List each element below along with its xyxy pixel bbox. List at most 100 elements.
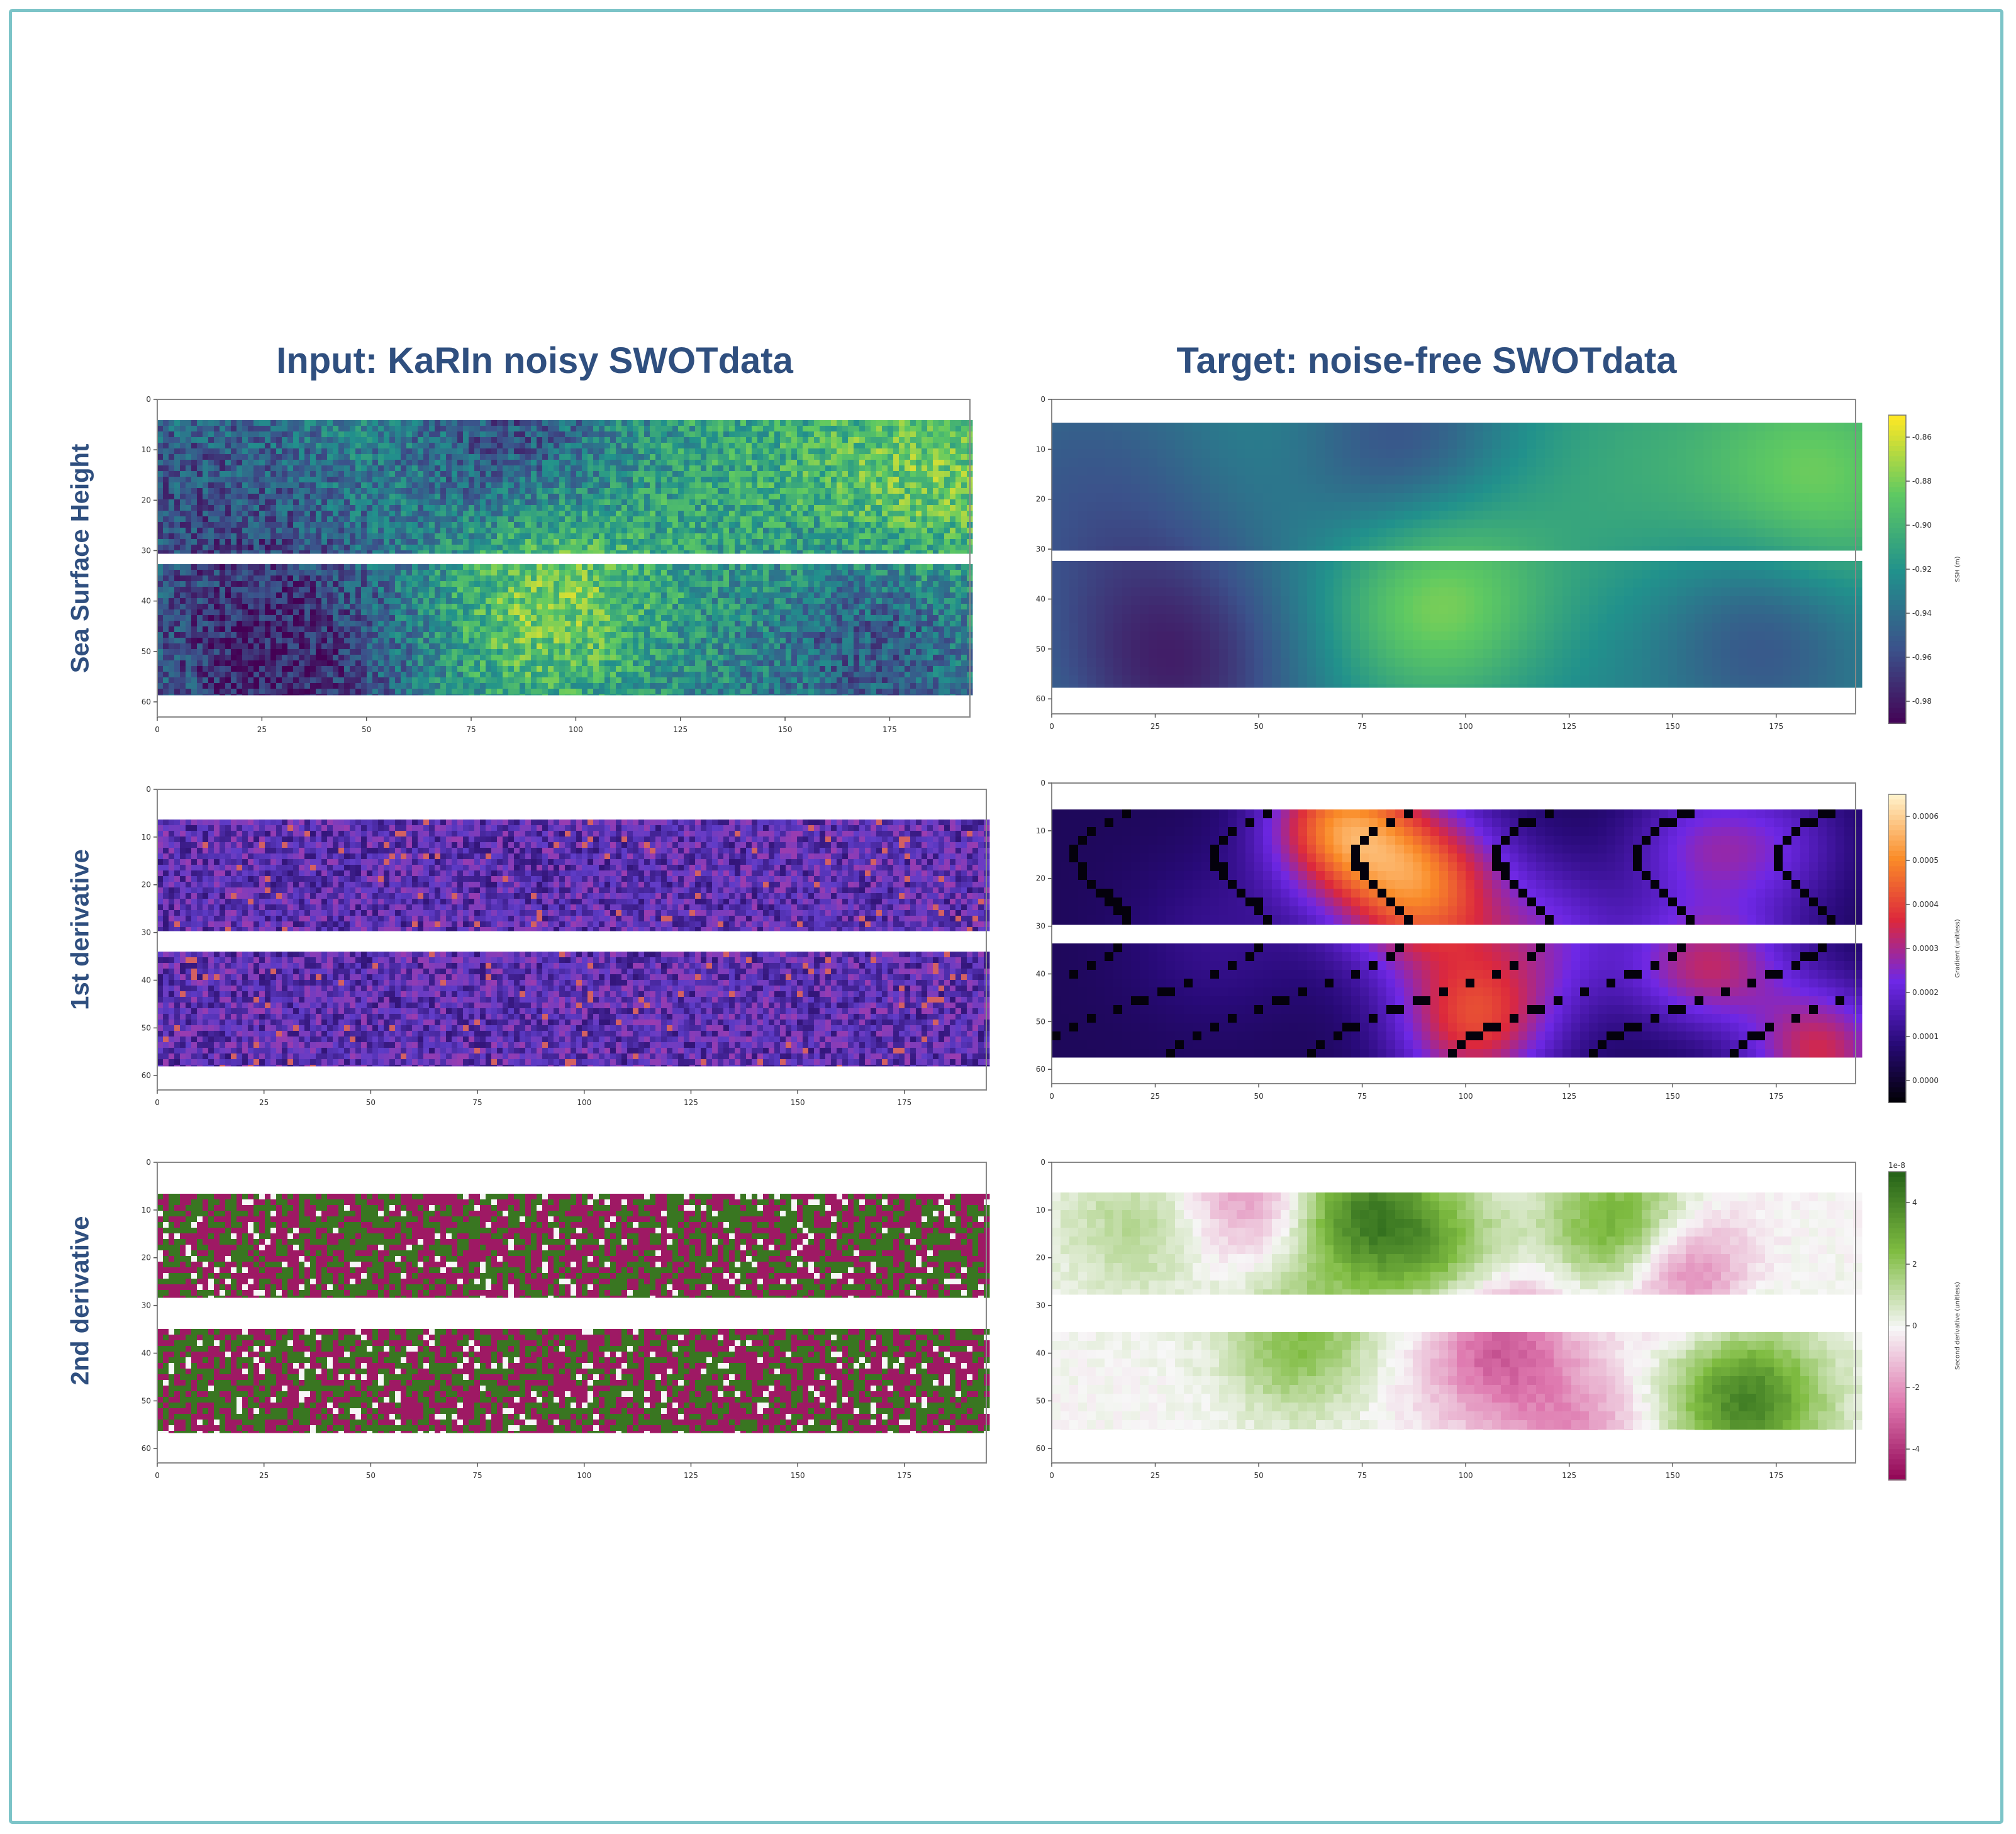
y-tick-label: 20 — [1036, 495, 1045, 504]
y-tick-label: 20 — [142, 881, 151, 889]
y-tick-label: 10 — [1036, 826, 1045, 835]
colorbar-tick-label: 0.0002 — [1912, 988, 1939, 997]
x-tick-label: 125 — [684, 1471, 698, 1480]
panel-d1-input: 0 25 50 75 100 125 150 175 0 10 20 30 40 50 60 — [142, 785, 990, 1107]
colorbar-tick-label: -0.88 — [1912, 477, 1932, 486]
y-tick-label: 10 — [142, 445, 151, 454]
x-tick-label: 0 — [1049, 1092, 1054, 1101]
x-tick-label: 150 — [1666, 1092, 1680, 1101]
y-tick-label: 20 — [142, 496, 151, 504]
y-tick-label: 40 — [142, 975, 151, 984]
x-tick-label: 125 — [673, 725, 688, 734]
y-tick-label: 10 — [142, 1206, 151, 1214]
x-tick-label: 75 — [1357, 1471, 1367, 1480]
colorbar-tick-label: 0.0001 — [1912, 1032, 1939, 1041]
x-tick-label: 0 — [155, 1471, 160, 1480]
x-tick-label: 50 — [1254, 1471, 1263, 1480]
y-tick-label: 0 — [146, 395, 151, 404]
x-tick-label: 50 — [366, 1098, 376, 1107]
y-tick-label: 50 — [142, 647, 151, 656]
colorbar-tick-label: -2 — [1912, 1383, 1920, 1392]
y-tick-label: 30 — [142, 928, 151, 937]
x-tick-label: 0 — [1049, 722, 1054, 731]
y-tick-label: 50 — [142, 1023, 151, 1032]
x-tick-label: 100 — [577, 1471, 591, 1480]
x-tick-label: 75 — [1357, 1092, 1367, 1101]
x-tick-label: 75 — [466, 725, 476, 734]
y-tick-label: 60 — [142, 1444, 151, 1453]
x-tick-label: 100 — [1459, 1471, 1473, 1480]
row-label-ssh: Sea Surface Height — [67, 444, 95, 674]
colorbar-tick-label: -0.86 — [1912, 433, 1932, 442]
y-tick-label: 20 — [1036, 1253, 1045, 1262]
colorbar-axis-label: Second derivative (unitless) — [1954, 1282, 1961, 1370]
y-tick-label: 50 — [142, 1396, 151, 1405]
y-tick-label: 50 — [1036, 1017, 1045, 1026]
x-tick-label: 150 — [1666, 1471, 1680, 1480]
y-tick-label: 30 — [1036, 1301, 1045, 1310]
d1-input-heatmap-cells — [157, 820, 990, 1067]
x-tick-label: 175 — [897, 1098, 911, 1107]
d2-input-heatmap-cells — [157, 1194, 990, 1433]
x-tick-label: 50 — [1254, 722, 1263, 731]
y-tick-label: 40 — [1036, 969, 1045, 978]
x-tick-label: 25 — [259, 1471, 269, 1480]
d1-target-plot: 0 25 50 75 100 125 150 175 0 10 20 30 40 50 60 — [1036, 779, 1863, 1101]
x-tick-label: 75 — [1357, 722, 1367, 731]
y-tick-label: 60 — [1036, 1444, 1045, 1453]
x-tick-label: 25 — [1150, 1471, 1160, 1480]
row-label-second-derivative: 2nd derivative — [67, 1216, 95, 1385]
x-tick-label: 150 — [791, 1098, 805, 1107]
panel-d1-target: 0 25 50 75 100 125 150 175 0 10 20 30 40 50 60 — [1036, 779, 1863, 1101]
panel-ssh-input: 0 25 50 75 100 125 150 175 0 10 20 30 40 50 60 — [142, 395, 973, 734]
x-tick-label: 50 — [1254, 1092, 1263, 1101]
x-tick-label: 150 — [791, 1471, 805, 1480]
panel-ssh-target: 0 25 50 75 100 125 150 175 0 10 20 30 40 50 60 — [1036, 395, 1863, 731]
y-tick-label: 60 — [142, 697, 151, 706]
y-tick-label: 60 — [1036, 1065, 1045, 1074]
colorbar-tick-label: -0.92 — [1912, 565, 1932, 574]
x-tick-label: 150 — [1666, 722, 1680, 731]
ssh-target-plot: 0 25 50 75 100 125 150 175 0 10 20 30 40 50 60 — [1036, 395, 1863, 731]
d1-target-heatmap-cells — [1052, 809, 1863, 1058]
colorbar-axis-label: SSH (m) — [1954, 556, 1961, 582]
ssh-target-colorbar-svg: -0.98 -0.96 -0.94 -0.92 -0.90 -0.88 -0.86 SSH (… — [1888, 414, 1961, 724]
colorbar-tick-label: 4 — [1912, 1198, 1917, 1207]
colorbar-tick-label: 0.0005 — [1912, 856, 1939, 865]
y-tick-label: 0 — [146, 785, 151, 794]
colorbar-offset-label: 1e-8 — [1888, 1161, 1905, 1170]
y-tick-label: 0 — [1040, 1158, 1045, 1167]
x-tick-label: 175 — [897, 1471, 911, 1480]
x-tick-label: 25 — [1150, 722, 1160, 731]
colorbar-tick-label: 0 — [1912, 1321, 1917, 1330]
colorbar-tick-label: -4 — [1912, 1445, 1920, 1453]
y-tick-label: 0 — [146, 1158, 151, 1167]
colorbar-tick-label: 0.0003 — [1912, 944, 1939, 953]
y-tick-label: 20 — [1036, 874, 1045, 883]
x-tick-label: 75 — [472, 1471, 482, 1480]
colorbar-tick-label: -0.90 — [1912, 521, 1932, 530]
x-tick-label: 0 — [1049, 1471, 1054, 1480]
colorbar-tick-label: 0.0004 — [1912, 900, 1939, 909]
panel-d2-target: 0 25 50 75 100 125 150 175 0 10 20 30 40 50 60 — [1036, 1158, 1863, 1480]
colorbar-first-derivative: 0.0000 0.0001 0.0002 0.0003 0.0004 0.0005 0.00… — [1888, 782, 1994, 1109]
x-tick-label: 25 — [259, 1098, 269, 1107]
y-tick-label: 0 — [1040, 395, 1045, 404]
colorbar-tick-label: 0.0000 — [1912, 1076, 1939, 1085]
y-tick-label: 40 — [142, 597, 151, 606]
x-tick-label: 0 — [155, 1098, 160, 1107]
x-tick-label: 25 — [1150, 1092, 1160, 1101]
x-tick-label: 100 — [577, 1098, 591, 1107]
y-tick-label: 60 — [1036, 694, 1045, 703]
x-tick-label: 175 — [1769, 1092, 1783, 1101]
d2-input-plot: 0 25 50 75 100 125 150 175 0 10 20 30 40 50 60 — [142, 1158, 990, 1480]
colorbar-ssh: -0.98 -0.96 -0.94 -0.92 -0.90 -0.88 -0.86 SSH (… — [1888, 403, 1994, 730]
x-tick-label: 50 — [362, 725, 371, 734]
y-tick-label: 10 — [1036, 445, 1045, 453]
y-tick-label: 40 — [142, 1348, 151, 1357]
x-tick-label: 50 — [366, 1471, 376, 1480]
right-column-title: Target: noise-free SWOTdata — [1177, 340, 1677, 382]
y-tick-label: 30 — [142, 1301, 151, 1310]
left-column-title: Input: KaRIn noisy SWOTdata — [276, 340, 793, 382]
y-tick-label: 30 — [142, 546, 151, 555]
